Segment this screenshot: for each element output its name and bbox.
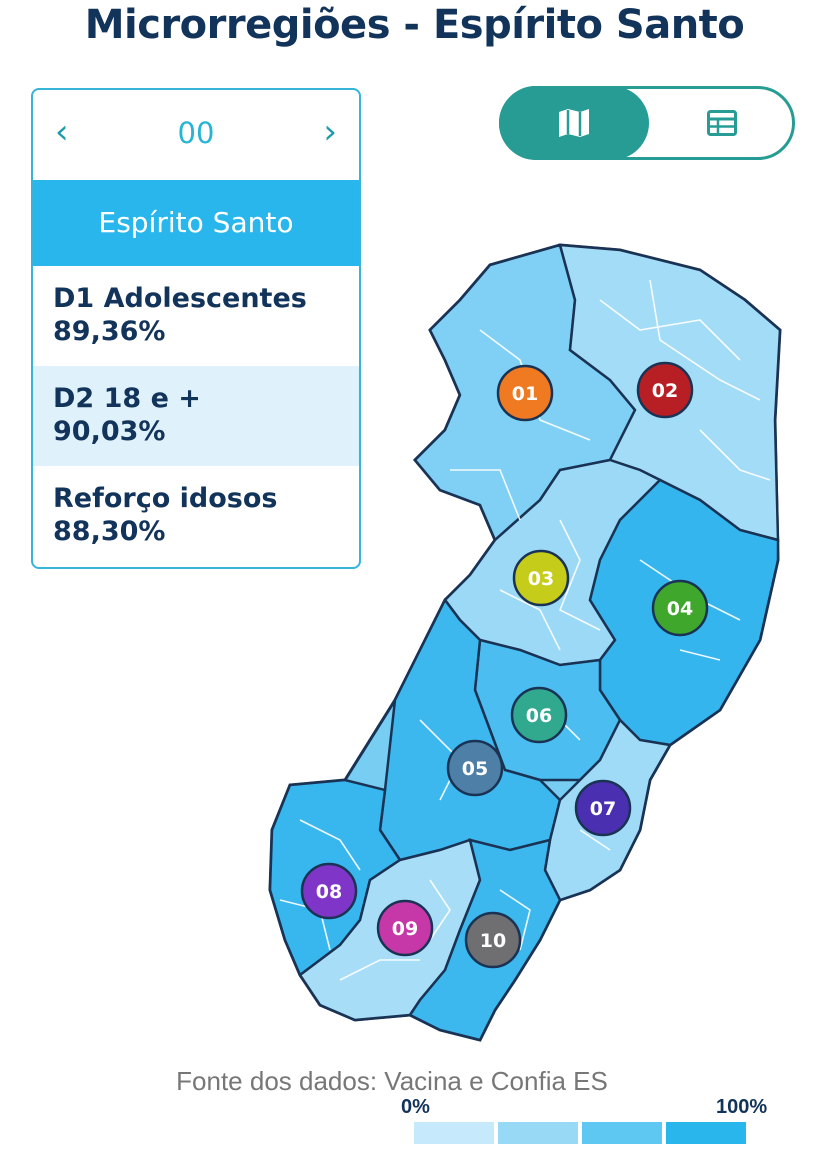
data-source: Fonte dos dados: Vacina e Confia ES [176, 1066, 608, 1096]
legend-max-label: 100% [716, 1096, 768, 1118]
chevron-right-icon[interactable]: › [323, 112, 337, 152]
map-view-button[interactable] [499, 86, 649, 160]
svg-text:05: 05 [462, 758, 488, 780]
info-panel: ‹ 00 › Espírito Santo D1 Adolescentes 89… [31, 88, 361, 569]
pin-07[interactable]: 07 [574, 779, 632, 837]
pin-03[interactable]: 03 [512, 549, 570, 607]
stat-label: D1 Adolescentes [53, 283, 307, 314]
pin-04[interactable]: 04 [651, 579, 709, 637]
svg-text:02: 02 [652, 380, 678, 402]
legend-swatch-3 [582, 1122, 662, 1144]
region-code: 00 [177, 116, 215, 150]
region-name: Espírito Santo [33, 180, 359, 266]
pin-01[interactable]: 01 [496, 364, 554, 422]
stat-d2-adults: D2 18 e + 90,03% [33, 366, 359, 466]
svg-text:08: 08 [316, 881, 342, 903]
svg-text:06: 06 [526, 705, 552, 727]
stat-d1-adolescentes: D1 Adolescentes 89,36% [33, 266, 359, 366]
svg-text:03: 03 [528, 568, 554, 590]
map-icon [559, 109, 589, 137]
table-icon [707, 110, 737, 136]
svg-text:07: 07 [590, 798, 616, 820]
svg-text:04: 04 [667, 598, 693, 620]
pin-05[interactable]: 05 [446, 739, 504, 797]
legend-swatch-2 [498, 1122, 578, 1144]
stat-value: 90,03% [53, 416, 166, 447]
page-title: Microrregiões - Espírito Santo [84, 2, 745, 48]
legend-min-label: 0% [401, 1096, 430, 1118]
svg-text:09: 09 [392, 918, 418, 940]
stat-label: D2 18 e + [53, 383, 201, 414]
svg-text:01: 01 [512, 383, 538, 405]
state-map: 01 02 03 04 05 06 07 08 09 10 [268, 243, 782, 1042]
legend-swatch-4 [666, 1122, 746, 1144]
view-toggle [499, 86, 795, 160]
pin-02[interactable]: 02 [636, 361, 694, 419]
table-view-button[interactable] [647, 86, 797, 160]
stat-value: 88,30% [53, 516, 166, 547]
pin-06[interactable]: 06 [510, 686, 568, 744]
chevron-left-icon[interactable]: ‹ [55, 112, 69, 152]
stat-reforco-idosos: Reforço idosos 88,30% [33, 466, 359, 566]
stat-value: 89,36% [53, 316, 166, 347]
pin-08[interactable]: 08 [300, 862, 358, 920]
stat-label: Reforço idosos [53, 483, 278, 514]
svg-text:10: 10 [480, 930, 506, 952]
pin-10[interactable]: 10 [464, 911, 522, 969]
pin-09[interactable]: 09 [376, 899, 434, 957]
legend-swatch-1 [414, 1122, 494, 1144]
region-selector: ‹ 00 › [33, 90, 359, 180]
